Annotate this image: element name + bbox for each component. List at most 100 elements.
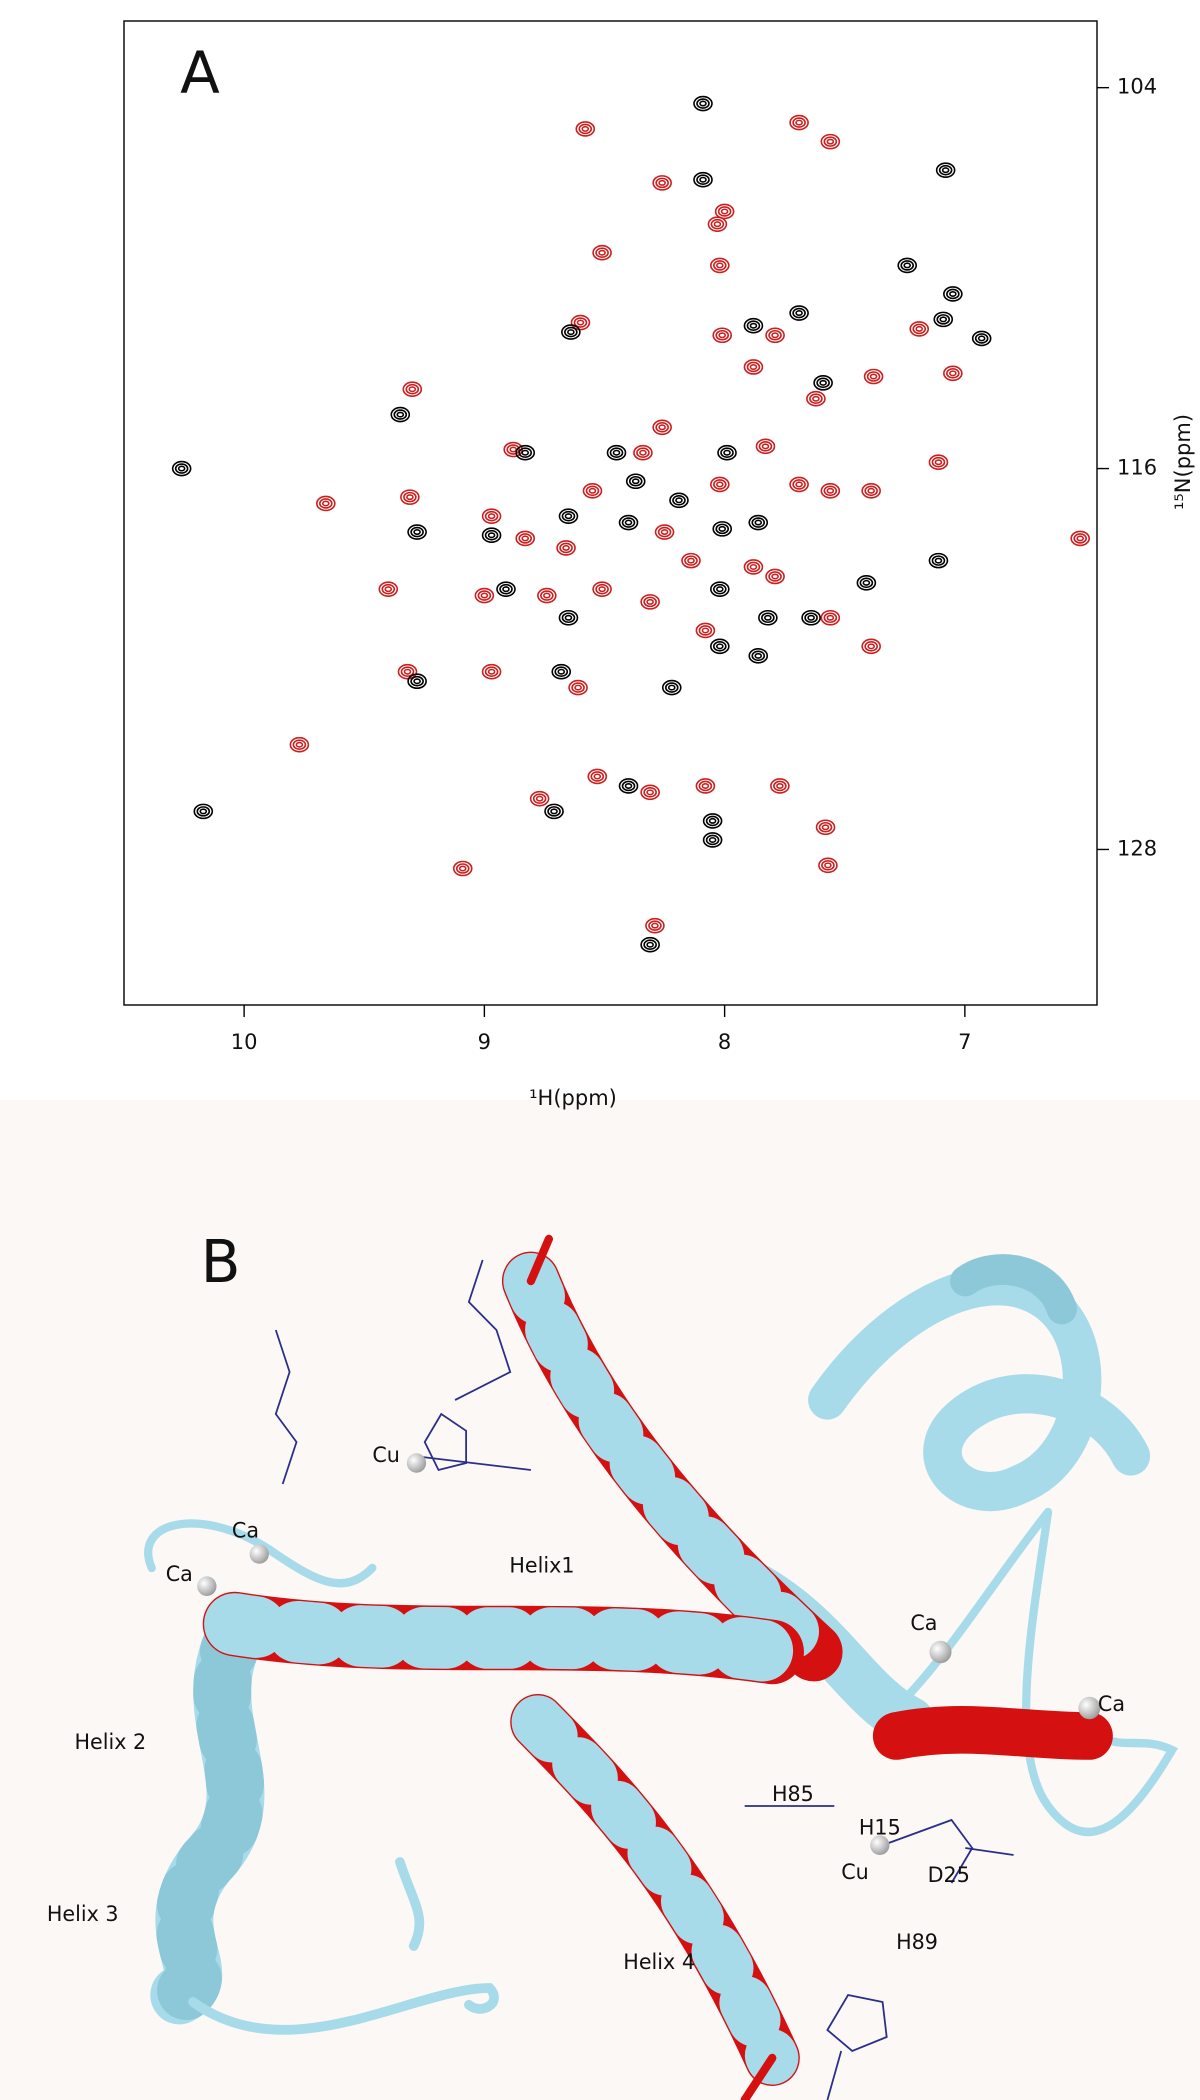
contour xyxy=(651,922,659,929)
annotations: Cu Ca Ca Helix1 Ca Ca Helix 2 Helix 3 H8… xyxy=(47,1443,1125,1974)
contour xyxy=(761,612,775,624)
peak xyxy=(558,508,579,524)
contour xyxy=(720,447,734,458)
helix-end xyxy=(526,1234,553,1286)
atom xyxy=(929,1640,952,1664)
contour xyxy=(708,836,717,843)
contour xyxy=(452,860,473,877)
contour xyxy=(576,319,585,326)
helix xyxy=(872,1705,1113,1760)
peak xyxy=(806,390,826,407)
contour xyxy=(480,592,489,599)
contour xyxy=(705,834,720,846)
contour xyxy=(792,479,806,490)
peak xyxy=(695,778,716,794)
helix-stripe xyxy=(511,1695,799,2085)
contour xyxy=(403,491,417,503)
contour xyxy=(696,98,710,109)
contour xyxy=(717,206,732,217)
contour xyxy=(410,675,424,687)
contour xyxy=(621,517,636,528)
contour xyxy=(946,368,960,379)
contour xyxy=(715,523,730,535)
contour xyxy=(648,920,662,931)
contour xyxy=(710,218,725,230)
contour xyxy=(823,612,838,624)
contour xyxy=(657,526,672,538)
contour xyxy=(938,164,953,176)
contour xyxy=(406,494,414,501)
contour xyxy=(934,459,943,466)
peak xyxy=(1070,530,1090,547)
contour xyxy=(826,614,835,621)
peak xyxy=(625,473,646,490)
peak xyxy=(695,622,716,639)
contour xyxy=(867,643,875,650)
contour xyxy=(1070,530,1090,547)
contour xyxy=(795,119,803,126)
peak xyxy=(693,171,713,188)
peak xyxy=(856,575,877,591)
contour xyxy=(718,525,727,532)
contour xyxy=(196,806,211,817)
peak xyxy=(743,559,764,575)
x-tick-label: 7 xyxy=(958,1030,971,1054)
contour xyxy=(551,663,572,680)
contour xyxy=(795,310,803,317)
contour xyxy=(716,586,724,593)
helix-shade xyxy=(150,1608,265,2025)
contour xyxy=(770,778,790,794)
contour xyxy=(403,668,412,675)
peak xyxy=(171,460,192,477)
contour xyxy=(807,614,815,621)
contour xyxy=(390,406,411,423)
contour xyxy=(949,290,957,297)
contour xyxy=(716,481,724,488)
contour xyxy=(1076,535,1084,542)
contour xyxy=(751,650,766,662)
contour xyxy=(609,447,624,458)
peak xyxy=(587,768,608,785)
contour xyxy=(710,638,730,655)
contour xyxy=(518,533,533,544)
helix-stripe xyxy=(204,1593,803,1683)
contour xyxy=(758,441,773,452)
contour xyxy=(943,365,963,382)
contour xyxy=(716,262,724,269)
contour xyxy=(699,100,707,107)
peak xyxy=(537,587,557,604)
contour xyxy=(701,782,710,789)
contour xyxy=(521,535,530,542)
contour xyxy=(537,587,557,604)
contour xyxy=(936,314,951,325)
contour xyxy=(710,476,730,493)
peak xyxy=(592,581,612,597)
contour xyxy=(515,530,536,547)
contour xyxy=(606,444,627,461)
contour xyxy=(544,803,564,820)
contour xyxy=(557,668,566,675)
ring xyxy=(826,1993,888,2100)
contour xyxy=(931,555,946,566)
x-tick-label: 10 xyxy=(231,1030,258,1054)
y-tick-label: 128 xyxy=(1117,836,1157,860)
peak xyxy=(743,317,764,334)
contour xyxy=(712,521,733,537)
contour xyxy=(718,332,727,339)
peak xyxy=(710,476,730,493)
peak xyxy=(928,552,949,569)
peak xyxy=(474,587,495,604)
contour xyxy=(319,498,333,509)
loop xyxy=(188,1983,499,2035)
contour xyxy=(407,524,427,540)
contour xyxy=(574,684,582,691)
contour xyxy=(592,244,612,261)
side-chain xyxy=(744,1805,1014,1884)
contour xyxy=(640,594,660,610)
peak xyxy=(640,936,660,953)
contour xyxy=(587,768,608,785)
contour xyxy=(529,790,550,807)
contour xyxy=(869,373,878,380)
contour xyxy=(820,482,841,499)
